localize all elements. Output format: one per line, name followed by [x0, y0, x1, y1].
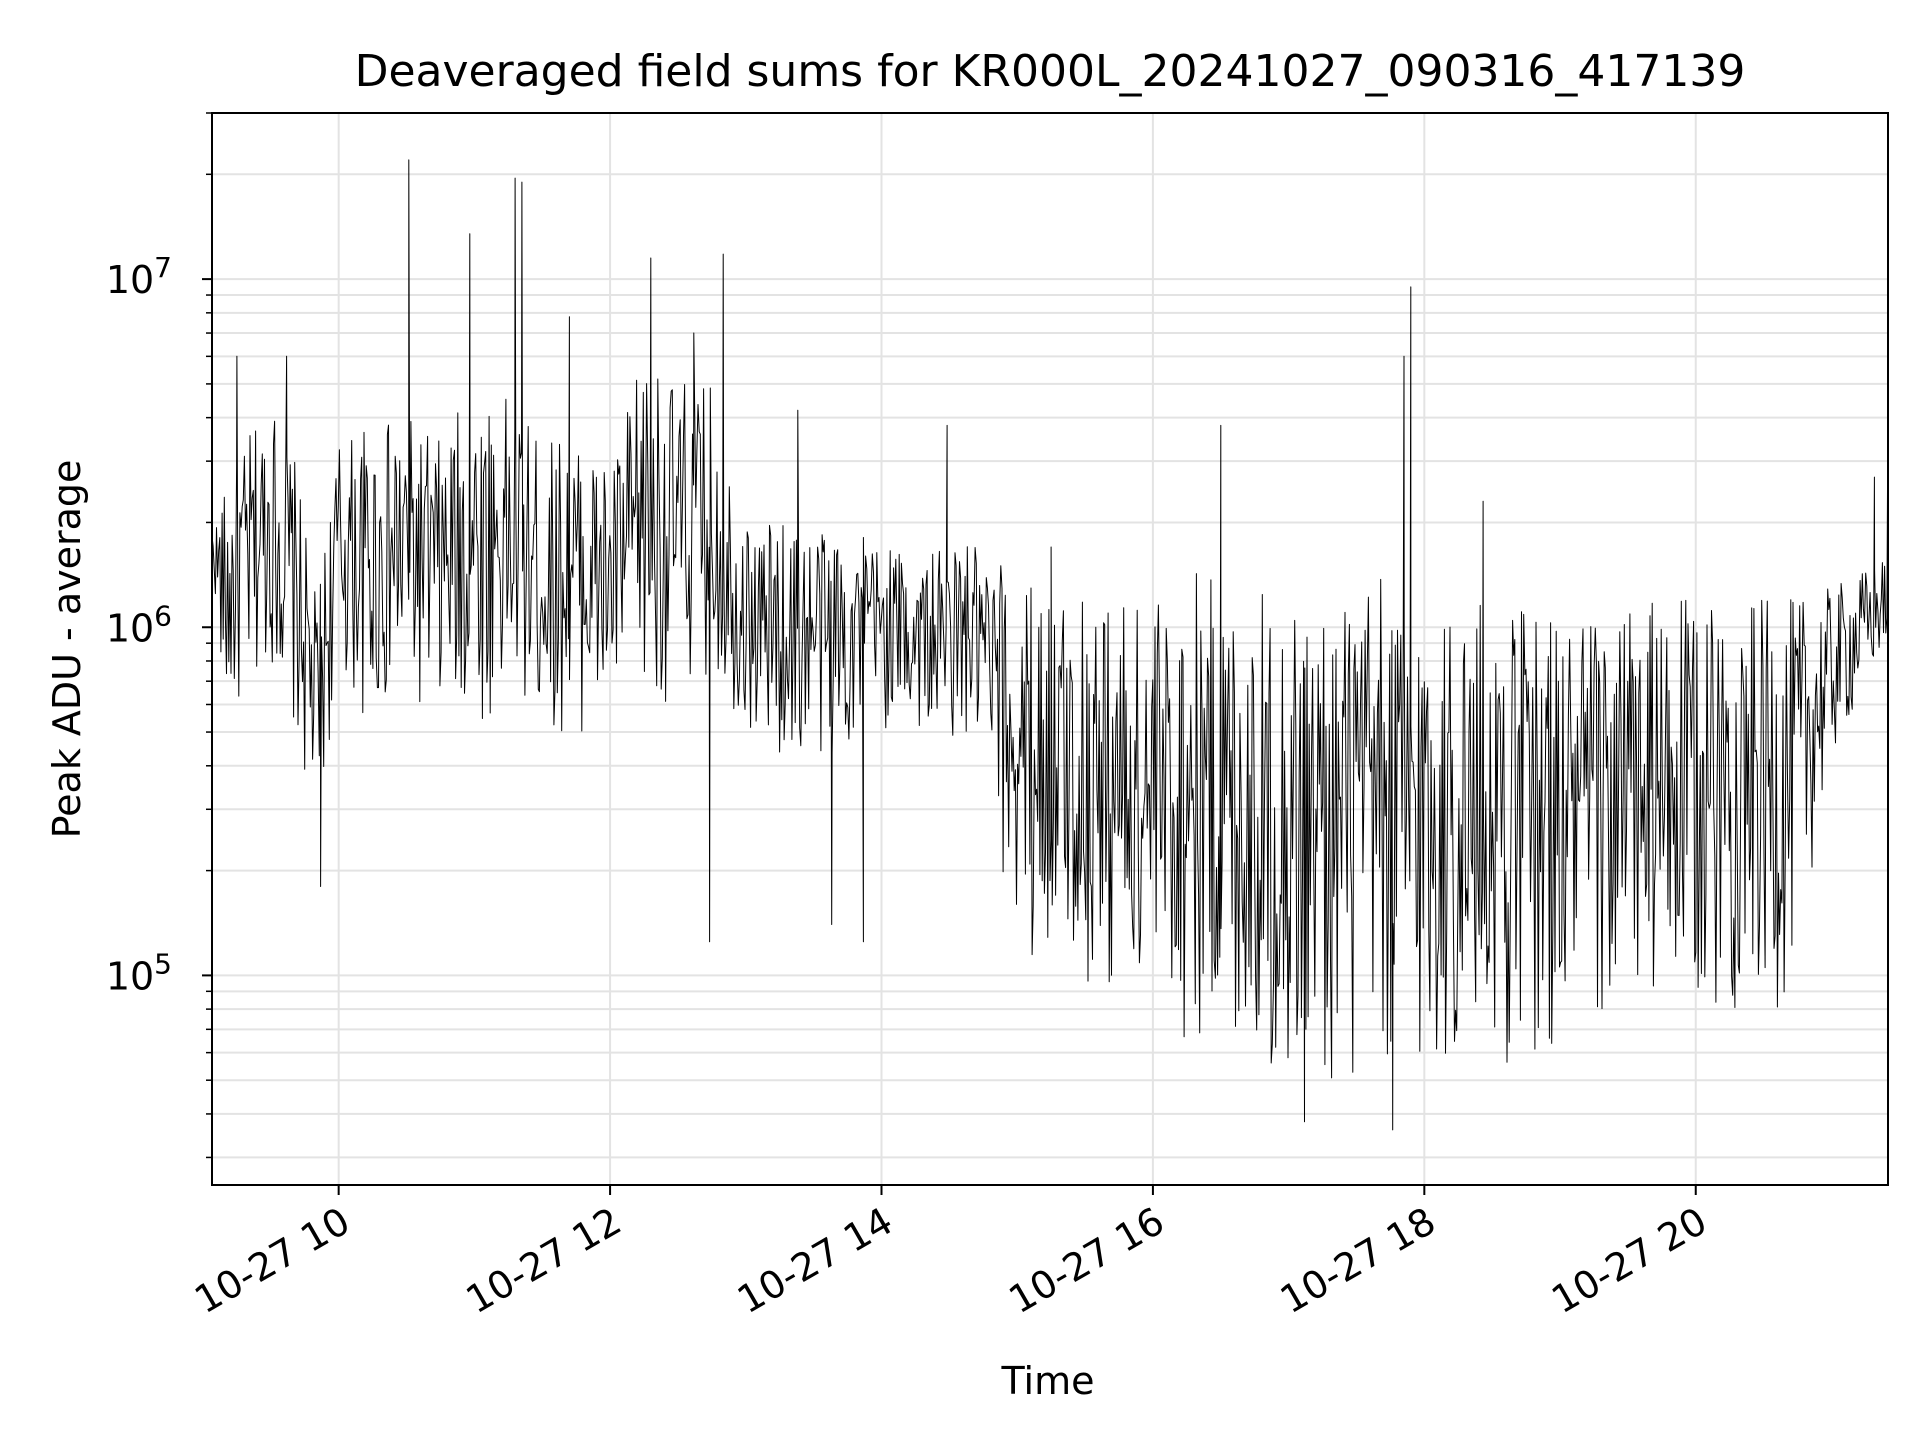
y-tick-label-base: 10 — [106, 954, 154, 998]
series-line — [211, 159, 1889, 1131]
y-tick-label-exponent: 6 — [154, 599, 172, 632]
y-tick-label-exponent: 7 — [154, 251, 172, 284]
y-tick-label: 107 — [106, 251, 172, 302]
y-tick-label-base: 10 — [106, 606, 154, 650]
plot-frame — [211, 112, 1889, 1186]
x-axis-label: Time — [1001, 1359, 1095, 1403]
y-axis-label: Peak ADU - average — [45, 460, 89, 839]
y-tick-label-base: 10 — [106, 258, 154, 302]
y-tick-label: 106 — [106, 599, 172, 650]
chart-title: Deaveraged field sums for KR000L_2024102… — [355, 46, 1746, 97]
y-tick-label: 105 — [106, 947, 172, 998]
y-tick-label-exponent: 5 — [154, 947, 172, 980]
